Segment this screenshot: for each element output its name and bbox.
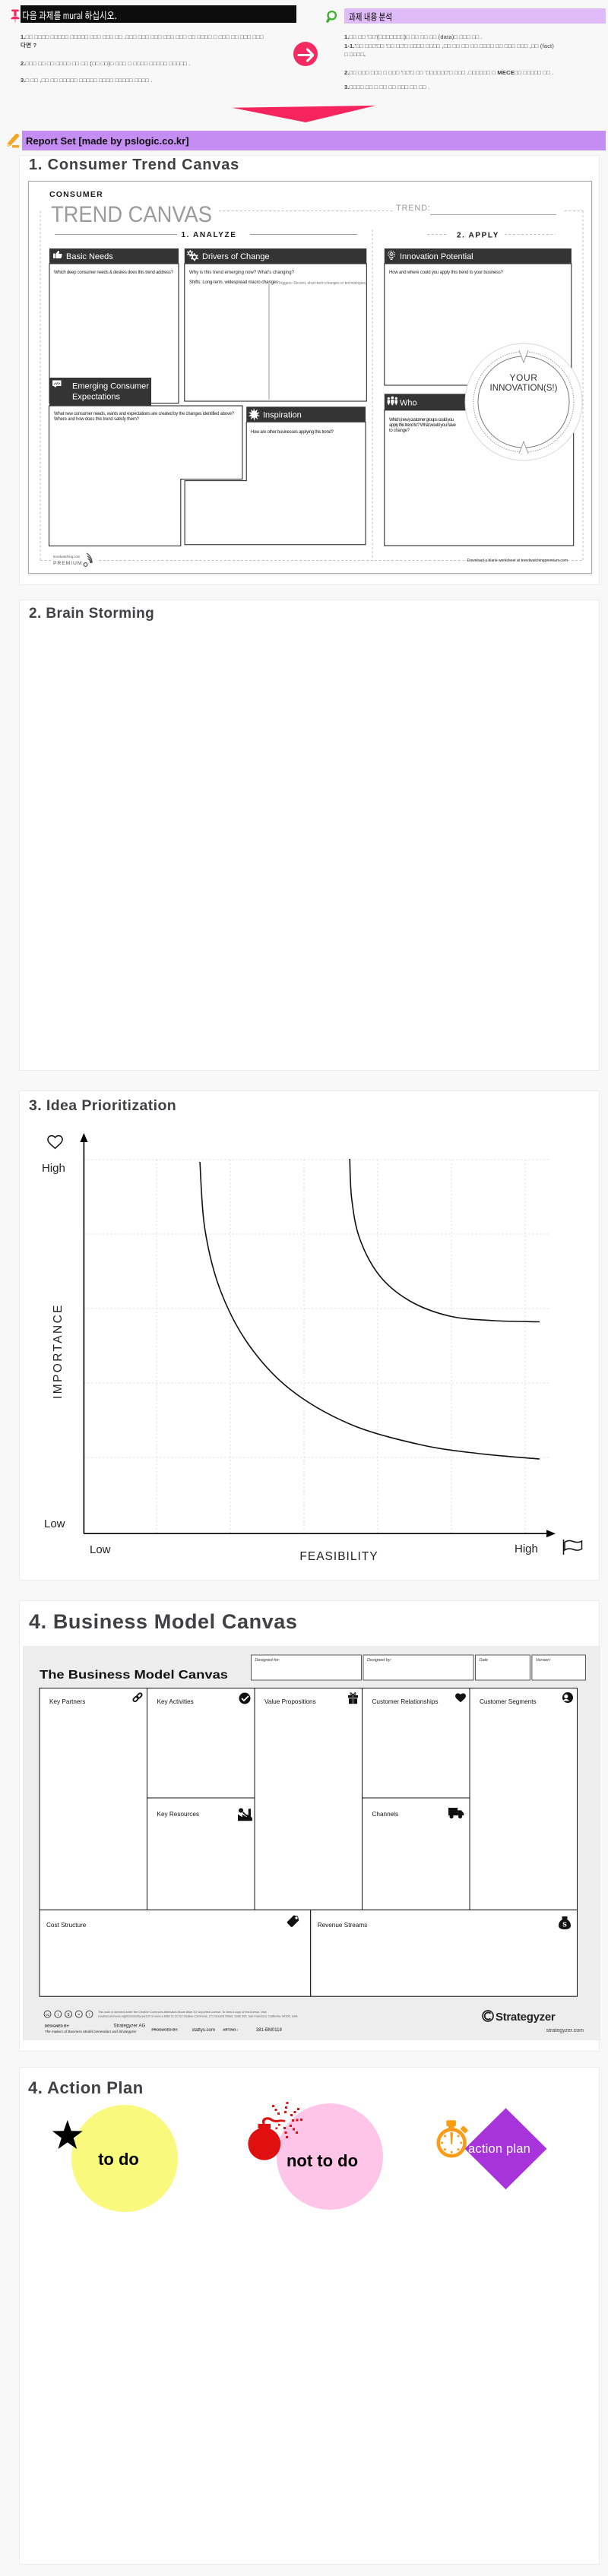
svg-text:apply this trend to? What woul: apply this trend to? What would you have — [389, 423, 457, 428]
svg-text:Value Propositions: Value Propositions — [264, 1698, 316, 1705]
svg-text:Which deep consumer needs & de: Which deep consumer needs & desires does… — [54, 271, 174, 275]
svg-text:creativecommons.org/licenses/b: creativecommons.org/licenses/by-sa/3.0/ … — [98, 2015, 299, 2018]
svg-text:Where and how does this trend: Where and how does this trend satisfy th… — [54, 417, 140, 422]
svg-text:Emerging Consumer: Emerging Consumer — [72, 382, 149, 391]
svg-text:Strategyzer AG: Strategyzer AG — [113, 2024, 145, 2029]
svg-text:cc: cc — [46, 2013, 50, 2017]
svg-text:S: S — [562, 1921, 567, 1929]
svg-text:to change?: to change? — [389, 429, 410, 433]
svg-text:This work is licensed under th: This work is licensed under the Creative… — [98, 2011, 267, 2014]
svg-text:YOUR: YOUR — [509, 372, 537, 383]
svg-text:TREND:: TREND: — [396, 204, 431, 213]
svg-text:Version:: Version: — [536, 1658, 551, 1663]
svg-text:1. ANALYZE: 1. ANALYZE — [181, 231, 236, 239]
svg-text:Key Resources: Key Resources — [157, 1811, 200, 1818]
svg-text:strategyzer.com: strategyzer.com — [546, 2028, 584, 2033]
svg-text:Triggers: Recent, short-term c: Triggers: Recent, short-term changes or … — [278, 281, 366, 286]
svg-text:stattys.com: stattys.com — [192, 2028, 215, 2033]
svg-text:i: i — [58, 2013, 59, 2017]
svg-text:How are other businesses apply: How are other businesses applying this t… — [251, 430, 334, 435]
svg-text:Download a blank worksheet at: Download a blank worksheet at trendwatch… — [467, 559, 568, 563]
svg-text:Basic Needs: Basic Needs — [66, 252, 113, 261]
svg-text:The makers of Business Model G: The makers of Business Model Generation … — [45, 2030, 137, 2033]
svg-text:Low: Low — [44, 1517, 65, 1530]
svg-text:Shifts: Long-term, widespread: Shifts: Long-term, widespread macro chan… — [189, 280, 278, 285]
svg-text:Strategyzer: Strategyzer — [496, 2011, 556, 2024]
svg-text:381-BM0118: 381-BM0118 — [256, 2028, 283, 2033]
svg-text:How and where could you apply: How and where could you apply this trend… — [389, 271, 504, 275]
svg-text:Cost Structure: Cost Structure — [46, 1922, 87, 1929]
svg-text:INNOVATION(S!): INNOVATION(S!) — [490, 382, 558, 393]
svg-text:The Business Model Canvas: The Business Model Canvas — [40, 1669, 228, 1682]
svg-text:Key Activities: Key Activities — [157, 1698, 194, 1705]
svg-text:DESIGNED BY:: DESIGNED BY: — [45, 2024, 70, 2028]
svg-text:Channels: Channels — [372, 1811, 399, 1818]
svg-text:Date: Date — [480, 1658, 489, 1663]
svg-text:Designed for:: Designed for: — [255, 1658, 280, 1663]
svg-text:Who: Who — [400, 399, 417, 408]
svg-text:PRODUCED BY:: PRODUCED BY: — [151, 2028, 179, 2032]
svg-text:Key Partners: Key Partners — [49, 1698, 85, 1705]
svg-text:Inspiration: Inspiration — [263, 411, 302, 420]
svg-text:Why is this trend emerging now: Why is this trend emerging now? What's c… — [189, 271, 295, 275]
svg-text:Innovation Potential: Innovation Potential — [400, 252, 473, 261]
svg-text:2. APPLY: 2. APPLY — [457, 232, 499, 240]
svg-text:!: ! — [89, 2013, 90, 2017]
svg-text:TREND CANVAS: TREND CANVAS — [51, 202, 212, 227]
svg-text:What new consumer needs, wants: What new consumer needs, wants and expec… — [54, 412, 235, 416]
svg-text:High: High — [42, 1162, 65, 1175]
svg-text:Which (new) customer groups co: Which (new) customer groups could you — [389, 418, 454, 422]
svg-text:ART.NO.:: ART.NO.: — [223, 2028, 238, 2032]
svg-text:IMPORTANCE: IMPORTANCE — [52, 1303, 65, 1399]
svg-text:Customer Segments: Customer Segments — [480, 1698, 537, 1705]
svg-text:$: $ — [68, 2013, 70, 2017]
svg-text:High: High — [515, 1543, 538, 1555]
svg-text:PREMIUM: PREMIUM — [53, 561, 82, 566]
svg-text:CONSUMER: CONSUMER — [49, 190, 103, 199]
svg-text:Expectations: Expectations — [72, 393, 120, 402]
svg-text:Customer Relationships: Customer Relationships — [372, 1698, 439, 1705]
svg-text:Drivers of Change: Drivers of Change — [202, 252, 270, 261]
svg-text:FEASIBILITY: FEASIBILITY — [299, 1550, 378, 1563]
svg-text:trendwatching.com: trendwatching.com — [53, 555, 81, 559]
svg-text:=: = — [78, 2013, 80, 2017]
svg-text:Designed by:: Designed by: — [367, 1658, 392, 1663]
svg-text:Low: Low — [90, 1543, 111, 1556]
svg-text:Revenue Streams: Revenue Streams — [318, 1922, 368, 1929]
